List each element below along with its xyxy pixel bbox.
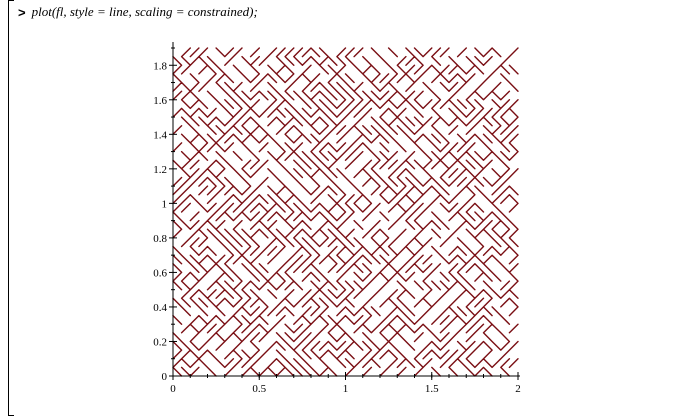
- input-line[interactable]: > plot(fl, style = line, scaling = const…: [18, 2, 258, 22]
- y-tick-label: 0.8: [153, 233, 167, 245]
- y-tick-label: 1.8: [153, 60, 167, 72]
- axes-layer: 0 0.5 1 1.5 2 0 0.2 0.4 0.6 0.8 1 1.2 1.4 1.6 1.8: [153, 42, 521, 395]
- y-tick-label: 1.6: [153, 95, 167, 107]
- y-tick-label: 0.4: [153, 302, 167, 314]
- x-tick-label: 1.5: [425, 383, 439, 395]
- y-tick-label: 0.2: [153, 336, 167, 348]
- fractal-curve: [172, 47, 519, 377]
- curve-layer: [172, 47, 519, 377]
- y-tick-label: 1.2: [153, 164, 167, 176]
- input-prompt: >: [18, 4, 26, 20]
- x-tick-label: 0: [170, 383, 176, 395]
- plot-command[interactable]: plot(fl, style = line, scaling = constra…: [31, 4, 258, 19]
- y-tick-label: 1.4: [153, 129, 167, 141]
- x-tick-label: 0.5: [252, 383, 266, 395]
- y-tick-label: 1: [162, 198, 168, 210]
- y-tick-label: 0: [162, 371, 168, 383]
- execution-group-bracket[interactable]: [8, 0, 14, 416]
- x-tick-label: 2: [515, 383, 521, 395]
- y-tick-label: 0.6: [153, 267, 167, 279]
- x-tick-label: 1: [343, 383, 349, 395]
